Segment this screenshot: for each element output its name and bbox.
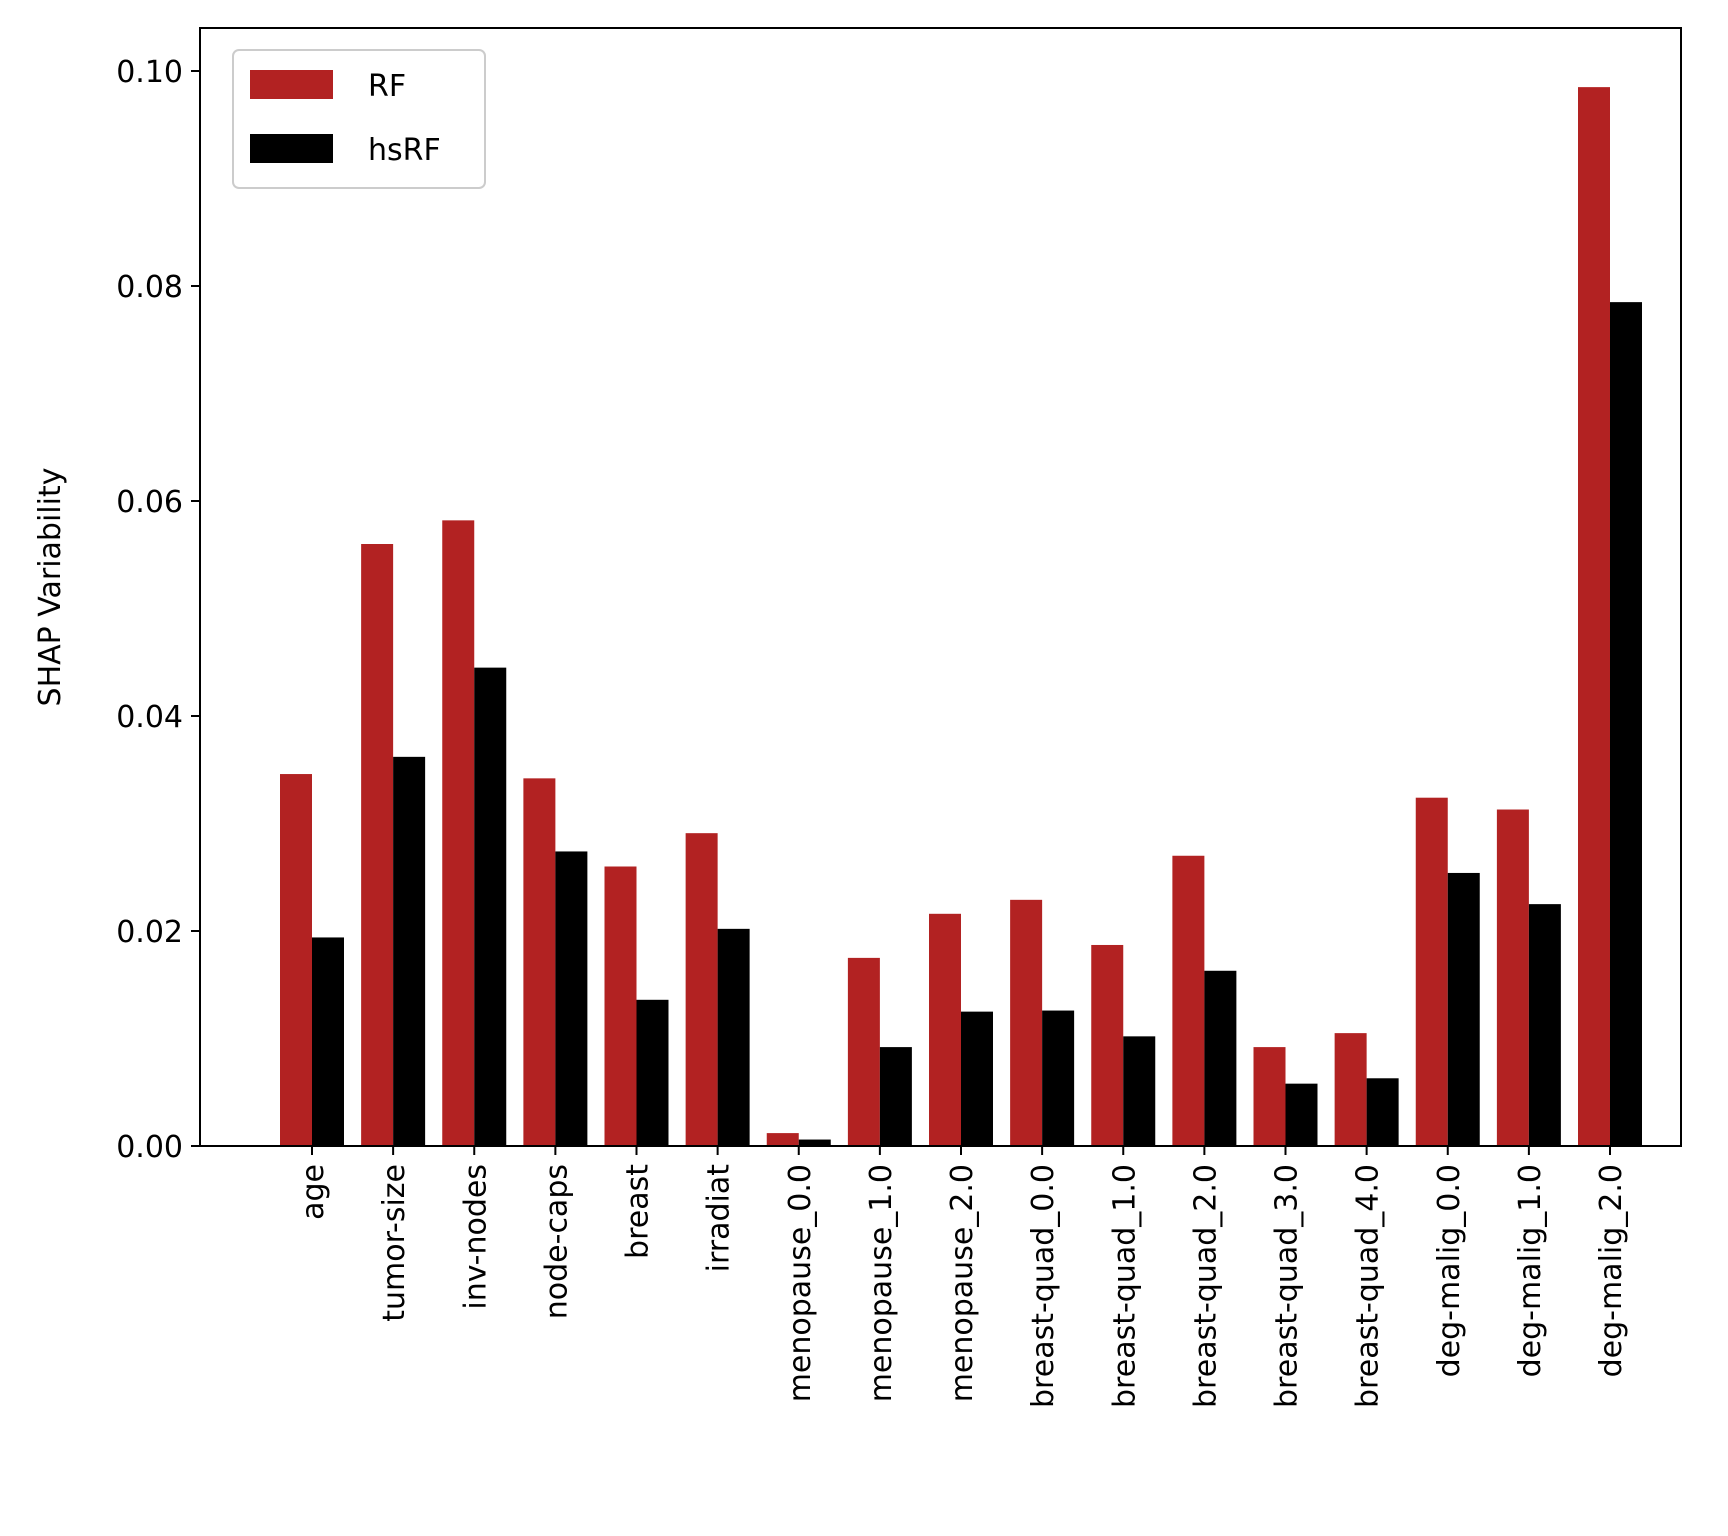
bar-hsrf-breast-quad-1-0 xyxy=(1123,1036,1156,1146)
y-tick-label: 0.08 xyxy=(116,270,183,305)
bar-rf-tumor-size xyxy=(361,544,394,1146)
bar-hsrf-age xyxy=(312,937,344,1146)
bar-rf-breast-quad-4-0 xyxy=(1334,1033,1367,1147)
bar-hsrf-deg-malig-2-0 xyxy=(1610,302,1642,1147)
x-tick-label: menopause_0.0 xyxy=(783,1164,818,1402)
bar-hsrf-breast-quad-3-0 xyxy=(1285,1083,1318,1146)
bar-hsrf-tumor-size xyxy=(393,756,426,1146)
x-tick-label: menopause_2.0 xyxy=(945,1164,980,1402)
bar-hsrf-deg-malig-1-0 xyxy=(1528,904,1561,1147)
y-axis-label: SHAP Variability xyxy=(33,468,68,707)
x-tick-label: breast-quad_4.0 xyxy=(1351,1164,1386,1408)
bars-layer xyxy=(280,87,1642,1147)
y-tick-label: 0.02 xyxy=(116,915,183,950)
bar-hsrf-breast-quad-0-0 xyxy=(1042,1010,1075,1146)
y-axis: 0.00 0.02 0.04 0.06 0.08 0.10 xyxy=(116,55,200,1165)
x-tick-label: deg-malig_0.0 xyxy=(1432,1164,1467,1377)
bar-rf-breast-quad-2-0 xyxy=(1172,855,1205,1146)
bar-rf-age xyxy=(280,774,312,1146)
bar-hsrf-menopause-0-0 xyxy=(798,1139,831,1146)
plot-frame xyxy=(199,27,1682,1147)
bar-rf-breast-quad-1-0 xyxy=(1091,944,1124,1146)
x-tick-label: deg-malig_2.0 xyxy=(1594,1164,1629,1377)
x-tick-label: irradiat xyxy=(702,1164,737,1273)
x-tick-label: breast-quad_0.0 xyxy=(1026,1164,1061,1408)
bar-rf-menopause-0-0 xyxy=(766,1133,799,1146)
bar-rf-menopause-1-0 xyxy=(847,957,880,1147)
bar-rf-deg-malig-0-0 xyxy=(1415,797,1448,1146)
x-tick-label: breast-quad_3.0 xyxy=(1270,1164,1305,1408)
x-tick-label: tumor-size xyxy=(377,1164,412,1322)
y-tick-label: 0.00 xyxy=(116,1130,183,1165)
bar-rf-breast-quad-3-0 xyxy=(1253,1047,1286,1146)
bar-rf-node-caps xyxy=(523,778,556,1146)
x-tick-label: menopause_1.0 xyxy=(864,1164,899,1402)
y-tick-label: 0.10 xyxy=(116,55,183,90)
x-tick-label: deg-malig_1.0 xyxy=(1513,1164,1548,1377)
x-axis: age tumor-size inv-nodes node-caps breast irr… xyxy=(296,1146,1629,1408)
legend-label-hsrf: hsRF xyxy=(368,133,441,168)
bar-hsrf-irradiat xyxy=(717,928,750,1146)
bar-rf-breast-quad-0-0 xyxy=(1010,899,1043,1146)
bar-rf-breast xyxy=(604,866,637,1146)
bar-hsrf-menopause-2-0 xyxy=(961,1011,993,1147)
bar-rf-deg-malig-1-0 xyxy=(1496,809,1529,1146)
bar-hsrf-inv-nodes xyxy=(474,667,507,1147)
legend-swatch-rf xyxy=(250,70,333,99)
x-tick-label: breast-quad_2.0 xyxy=(1188,1164,1223,1408)
y-tick-label: 0.06 xyxy=(116,485,183,520)
x-tick-label: breast xyxy=(621,1164,656,1259)
bar-hsrf-breast-quad-4-0 xyxy=(1366,1078,1399,1146)
legend: RF hsRF xyxy=(232,49,486,189)
x-tick-label: node-caps xyxy=(539,1164,574,1319)
x-tick-label: age xyxy=(296,1164,331,1220)
bar-rf-menopause-2-0 xyxy=(929,913,961,1146)
bar-hsrf-breast-quad-2-0 xyxy=(1204,970,1237,1146)
legend-swatch-hsrf xyxy=(250,134,333,163)
bar-rf-irradiat xyxy=(685,833,718,1146)
bar-hsrf-node-caps xyxy=(555,851,588,1146)
bar-rf-inv-nodes xyxy=(442,520,475,1146)
legend-label-rf: RF xyxy=(368,69,406,104)
bar-hsrf-deg-malig-0-0 xyxy=(1447,872,1480,1146)
bar-hsrf-breast xyxy=(636,999,669,1146)
x-tick-label: breast-quad_1.0 xyxy=(1107,1164,1142,1408)
y-tick-label: 0.04 xyxy=(116,700,183,735)
x-tick-label: inv-nodes xyxy=(458,1164,493,1310)
bar-rf-deg-malig-2-0 xyxy=(1578,87,1610,1147)
bar-hsrf-menopause-1-0 xyxy=(879,1047,912,1146)
